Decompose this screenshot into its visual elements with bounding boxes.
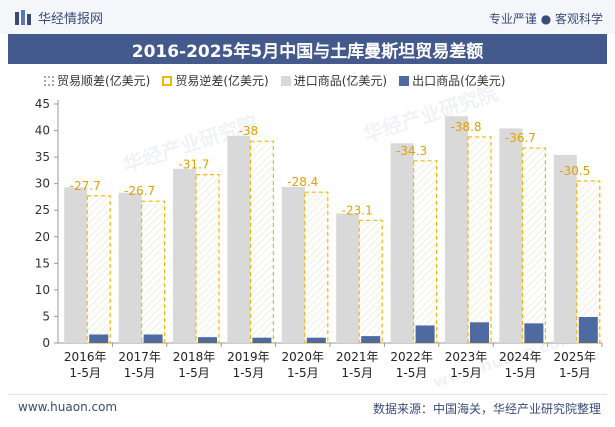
deficit-data-label: -23.1 — [342, 203, 373, 217]
top-bar: 华经情报网 专业严谨 ● 客观科学 — [0, 0, 615, 34]
deficit-bar — [413, 160, 438, 344]
x-tick-label: 1-5月 — [396, 366, 428, 380]
legend-item-deficit[interactable]: 贸易逆差(亿美元) — [162, 72, 269, 89]
chart-title: 2016-2025年5月中国与土库曼斯坦贸易差额 — [8, 34, 607, 64]
chart-legend: 贸易顺差(亿美元) 贸易逆差(亿美元) 进口商品(亿美元) 出口商品(亿美元) — [44, 72, 518, 89]
x-tick-label: 2017年 — [118, 350, 161, 364]
deficit-data-label: -30.5 — [559, 164, 590, 178]
deficit-bar — [304, 191, 329, 344]
legend-label-surplus: 贸易顺差(亿美元) — [57, 74, 151, 88]
x-tick-label: 2022年 — [390, 350, 433, 364]
legend-label-deficit: 贸易逆差(亿美元) — [175, 74, 269, 88]
deficit-data-label: -27.7 — [70, 179, 101, 193]
x-tick-label: 2018年 — [173, 350, 216, 364]
x-tick-label: 2024年 — [499, 350, 542, 364]
import-bar — [445, 116, 468, 344]
deficit-data-label: -36.7 — [505, 131, 536, 145]
deficit-bar — [249, 140, 274, 344]
y-tick-label: 45 — [35, 97, 50, 111]
y-tick-label: 15 — [35, 256, 50, 270]
x-tick-label: 2016年 — [64, 350, 107, 364]
x-tick-label: 2019年 — [227, 350, 270, 364]
x-tick-label: 1-5月 — [287, 366, 319, 380]
x-tick-label: 1-5月 — [233, 366, 265, 380]
import-bar — [173, 168, 196, 343]
legend-item-import[interactable]: 进口商品(亿美元) — [280, 72, 388, 89]
x-tick-label: 1-5月 — [450, 366, 482, 380]
x-tick-label: 2021年 — [336, 350, 379, 364]
x-tick-label: 2025年 — [554, 350, 597, 364]
y-tick-label: 25 — [35, 203, 50, 217]
deficit-data-label: -34.3 — [396, 144, 427, 158]
import-bar — [118, 192, 142, 343]
import-bar — [499, 128, 523, 343]
legend-item-surplus[interactable]: 贸易顺差(亿美元) — [44, 72, 150, 89]
x-tick-label: 2020年 — [282, 350, 325, 364]
import-bar — [553, 154, 577, 343]
deficit-data-label: -28.4 — [287, 175, 318, 189]
export-bar — [578, 316, 598, 343]
import-bar — [390, 143, 414, 343]
footer-source: 数据来源：中国海关，华经产业研究院整理 — [372, 402, 601, 416]
import-bar — [64, 187, 88, 343]
x-tick-label: 1-5月 — [559, 366, 591, 380]
deficit-bar — [195, 174, 220, 344]
legend-swatch-surplus — [44, 75, 54, 86]
deficit-bar — [86, 195, 111, 344]
export-bar — [524, 323, 544, 343]
x-tick-label: 2023年 — [445, 350, 488, 364]
export-bar — [89, 334, 109, 343]
legend-label-import: 进口商品(亿美元) — [293, 74, 388, 88]
export-bar — [143, 334, 163, 343]
deficit-data-label: -26.7 — [124, 184, 155, 198]
deficit-data-label: -31.7 — [178, 158, 209, 172]
brand[interactable]: 华经情报网 — [14, 8, 103, 27]
huajing-logo-icon — [15, 9, 31, 25]
export-bar — [252, 337, 272, 343]
legend-swatch-import — [280, 75, 291, 86]
import-bar — [227, 135, 251, 343]
tagline: 专业严谨 ● 客观科学 — [488, 12, 603, 26]
x-tick-label: 1-5月 — [505, 366, 537, 380]
footer-website[interactable]: www.huaon.com — [18, 400, 118, 414]
export-bar — [198, 337, 217, 343]
deficit-bar — [521, 147, 547, 344]
deficit-bar — [358, 219, 383, 344]
y-tick-label: 35 — [35, 150, 50, 164]
deficit-data-label: -38.8 — [450, 120, 481, 134]
y-tick-label: 20 — [35, 230, 50, 244]
deficit-bar — [141, 200, 166, 344]
legend-swatch-export — [399, 75, 410, 86]
deficit-bar — [467, 136, 492, 344]
export-bar — [361, 336, 381, 343]
y-tick-label: 10 — [35, 283, 50, 297]
x-tick-label: 1-5月 — [178, 366, 210, 380]
export-bar — [415, 325, 435, 343]
brand-name: 华经情报网 — [38, 12, 104, 27]
footer-divider — [8, 394, 607, 395]
x-tick-label: 1-5月 — [124, 366, 156, 380]
y-tick-label: 30 — [35, 177, 50, 191]
x-tick-label: 1-5月 — [341, 366, 373, 380]
y-tick-label: 5 — [42, 309, 50, 323]
y-tick-label: 0 — [42, 336, 50, 350]
legend-label-export: 出口商品(亿美元) — [412, 74, 506, 88]
legend-swatch-deficit — [162, 75, 173, 86]
x-tick-label: 1-5月 — [69, 366, 101, 380]
legend-item-export[interactable]: 出口商品(亿美元) — [399, 72, 506, 89]
export-bar — [470, 322, 489, 343]
export-bar — [306, 337, 326, 343]
import-bar — [336, 213, 360, 343]
y-tick-label: 40 — [35, 124, 50, 138]
import-bar — [281, 186, 305, 343]
deficit-data-label: -38 — [239, 124, 259, 138]
